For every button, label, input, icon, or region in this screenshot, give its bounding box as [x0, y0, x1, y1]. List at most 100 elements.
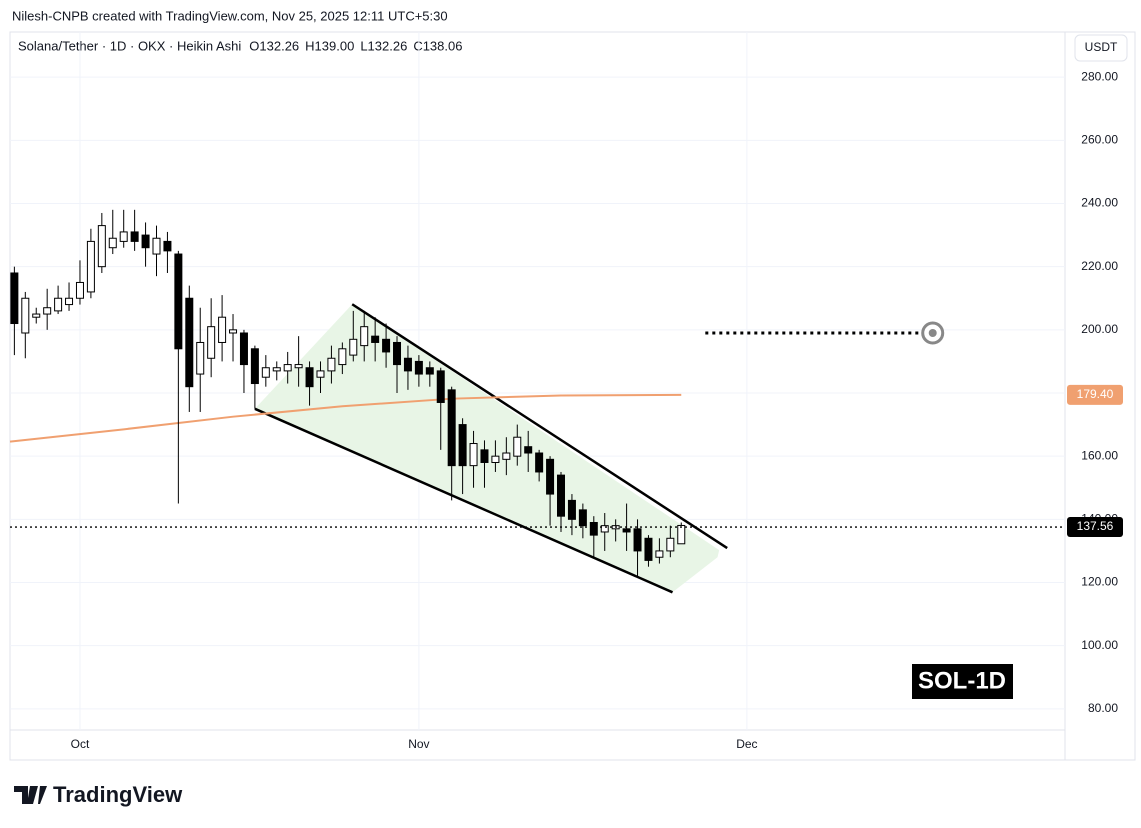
watermark-box: [912, 664, 1013, 699]
y-tick-label: 80.00: [1088, 701, 1118, 715]
candle: [567, 494, 576, 536]
candle-body: [567, 499, 576, 520]
moving-average: [9, 393, 682, 443]
candle: [196, 307, 205, 412]
candle-body: [218, 316, 227, 343]
candle: [65, 282, 74, 311]
candle-body: [578, 509, 587, 527]
x-tick-label: Oct: [71, 737, 90, 751]
candle: [349, 310, 358, 362]
candle-body: [393, 341, 402, 366]
ohlc-label: O: [249, 38, 259, 53]
ohlc-label: L: [360, 38, 367, 53]
candle: [436, 367, 445, 450]
logo-text: TradingView: [53, 782, 183, 807]
ohlc-label: C: [413, 38, 422, 53]
channel-fill: [254, 304, 720, 593]
candle: [578, 503, 587, 539]
candle-body: [316, 370, 325, 378]
last-price-label: 137.56: [1077, 519, 1114, 533]
last-price-box: [1067, 517, 1123, 538]
candle-body: [360, 326, 369, 347]
candle: [130, 209, 139, 251]
x-tick-label: Nov: [408, 737, 429, 751]
candle: [524, 430, 533, 472]
candle-body: [185, 297, 194, 388]
candle-body: [535, 452, 544, 473]
candle: [283, 351, 292, 384]
candle-body: [97, 225, 106, 268]
ma-box: [1067, 384, 1123, 405]
y-tick-label: 240.00: [1081, 196, 1118, 210]
target-icon: [928, 328, 937, 337]
candle-body: [622, 528, 631, 533]
candle: [108, 209, 117, 255]
candle-body: [589, 521, 598, 536]
candle: [480, 440, 489, 488]
candle-body: [524, 446, 533, 454]
candle: [141, 222, 150, 267]
candle: [655, 538, 664, 564]
candle-body: [371, 335, 380, 343]
currency[interactable]: USDT: [1085, 40, 1118, 54]
candle: [97, 212, 106, 273]
candle: [513, 424, 522, 466]
candle-body: [491, 455, 500, 463]
y-tick-label: 120.00: [1081, 575, 1118, 589]
candle: [644, 535, 653, 567]
candle-body: [43, 307, 52, 315]
candle-body: [513, 436, 522, 457]
candle: [458, 418, 467, 495]
candle-body: [305, 367, 314, 388]
candle-body: [86, 240, 95, 293]
candle-body: [196, 341, 205, 375]
candle: [382, 323, 391, 368]
candle-body: [382, 338, 391, 353]
candle: [393, 336, 402, 394]
candle-body: [502, 452, 511, 460]
candle-body: [130, 231, 139, 242]
candle: [546, 456, 555, 526]
candle-body: [174, 253, 183, 350]
candle: [75, 260, 84, 305]
candle: [207, 298, 216, 378]
header: Nilesh-CNPB created with TradingView.com…: [12, 8, 448, 23]
candle: [600, 513, 609, 551]
watermark: SOL-1D: [918, 667, 1006, 694]
ohlc-value: 138.06: [423, 38, 463, 53]
candle: [338, 342, 347, 375]
y-tick-label: 260.00: [1081, 133, 1118, 147]
currency-box[interactable]: [1074, 34, 1128, 62]
logo: TradingView: [14, 782, 183, 807]
candle-body: [338, 348, 347, 366]
candle-body: [557, 474, 566, 517]
candle-body: [327, 357, 336, 372]
candle: [185, 285, 194, 412]
candle-body: [403, 357, 412, 372]
candle: [250, 345, 259, 409]
ohlc-value: 139.00: [315, 38, 355, 53]
candle-body: [469, 443, 478, 467]
candle-body: [75, 281, 84, 299]
x-tick-label: Dec: [736, 737, 757, 751]
candle: [272, 361, 281, 381]
candle: [163, 231, 172, 273]
candle-body: [414, 360, 423, 375]
candle-body: [480, 449, 489, 463]
candle: [425, 361, 434, 387]
candle: [152, 225, 161, 277]
candle: [119, 209, 128, 248]
candle-body: [239, 332, 248, 366]
candle-body: [666, 537, 675, 552]
candle: [54, 285, 63, 315]
candle-body: [677, 524, 686, 545]
candle-body: [152, 237, 161, 255]
candle-body: [65, 297, 74, 306]
candle: [261, 355, 270, 387]
y-tick-label: 100.00: [1081, 638, 1118, 652]
ma-label: 179.40: [1077, 387, 1114, 401]
candle-body: [10, 272, 19, 325]
y-tick-label: 160.00: [1081, 448, 1118, 462]
candle: [589, 516, 598, 558]
